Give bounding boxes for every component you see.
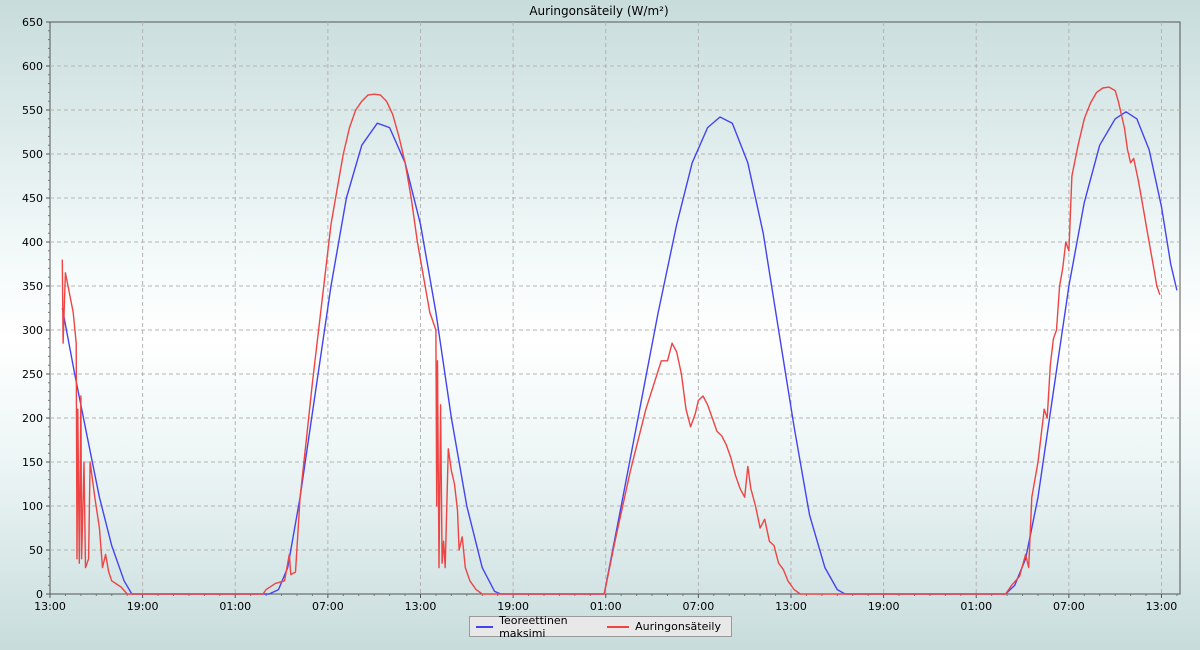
y-tick-label: 450	[22, 192, 43, 205]
x-tick-label: 01:00	[960, 600, 992, 613]
y-tick-label: 350	[22, 280, 43, 293]
y-tick-label: 400	[22, 236, 43, 249]
y-tick-label: 200	[22, 412, 43, 425]
series-lines	[61, 86, 1178, 595]
legend-item-theoretical: Teoreettinen maksimi	[476, 614, 591, 640]
x-tick-label: 01:00	[590, 600, 622, 613]
series-theoretical-max-line	[61, 111, 1178, 595]
y-tick-label: 150	[22, 456, 43, 469]
axes: 0 50 100 150 200 250 300 350 400 450 500 550 600 650 1…	[22, 16, 1178, 613]
y-tick-label: 550	[22, 104, 43, 117]
plot-frame	[49, 21, 1181, 595]
legend-swatch-red	[607, 625, 630, 628]
y-tick-label: 300	[22, 324, 43, 337]
x-tick-label: 13:00	[34, 600, 66, 613]
y-tick-label: 100	[22, 500, 43, 513]
chart-title: Auringonsäteily (W/m²)	[529, 4, 668, 18]
y-tick-label: 250	[22, 368, 43, 381]
x-tick-label: 19:00	[497, 600, 529, 613]
x-tick-label: 01:00	[219, 600, 251, 613]
x-tick-label: 07:00	[312, 600, 344, 613]
y-tick-label: 600	[22, 60, 43, 73]
legend-swatch-blue	[476, 625, 494, 628]
x-tick-label: 19:00	[868, 600, 900, 613]
legend-item-radiation: Auringonsäteily	[607, 620, 721, 633]
y-tick-label: 0	[36, 588, 43, 601]
y-tick-label: 500	[22, 148, 43, 161]
x-tick-label: 13:00	[405, 600, 437, 613]
x-tick-label: 13:00	[1146, 600, 1178, 613]
grid	[50, 22, 1180, 594]
x-tick-label: 07:00	[1053, 600, 1085, 613]
x-tick-label: 19:00	[127, 600, 159, 613]
legend-label-theoretical: Teoreettinen maksimi	[499, 613, 568, 640]
y-tick-label: 50	[29, 544, 43, 557]
y-tick-label: 650	[22, 16, 43, 29]
series-radiation-line	[61, 86, 1161, 595]
x-tick-label: 07:00	[683, 600, 715, 613]
legend: Teoreettinen maksimi Auringonsäteily	[469, 614, 732, 640]
legend-label-radiation: Auringonsäteily	[635, 620, 721, 633]
x-tick-label: 13:00	[775, 600, 807, 613]
